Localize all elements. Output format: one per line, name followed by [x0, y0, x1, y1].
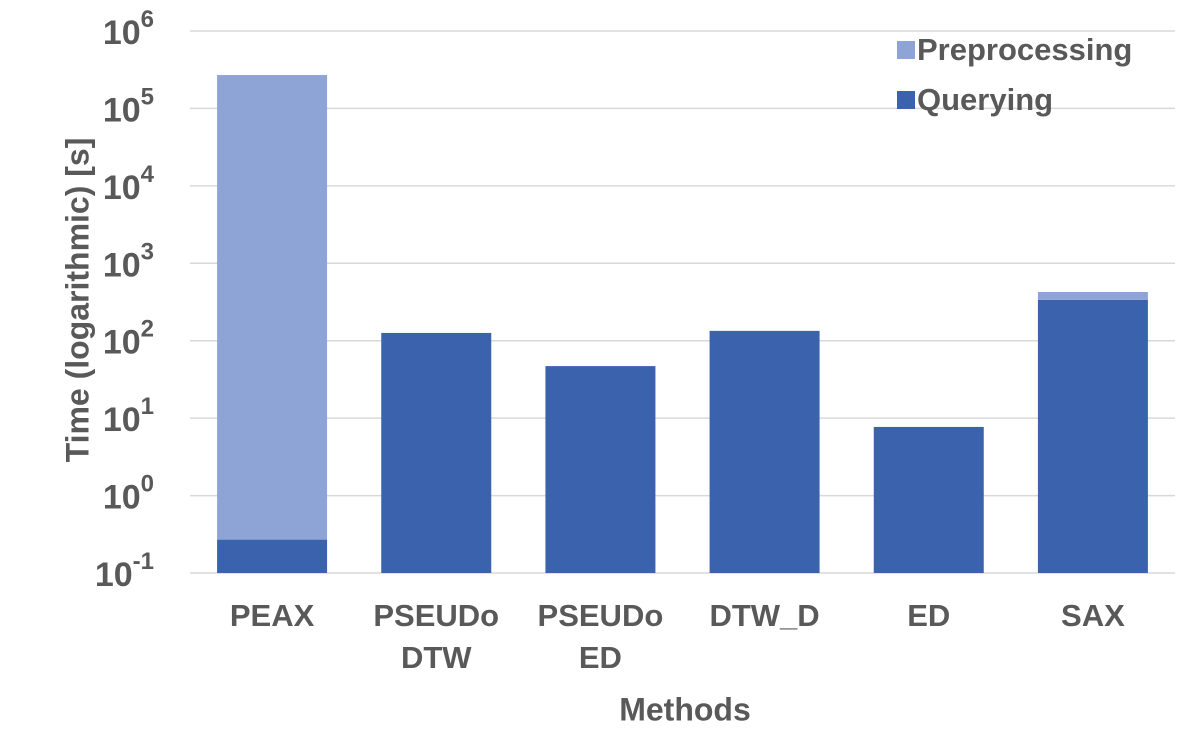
x-tick-label: PSEUDo DTW: [373, 598, 499, 675]
y-tick-base: 10: [95, 556, 133, 594]
x-tick-label: SAX: [1061, 598, 1125, 633]
x-tick-line: PEAX: [230, 598, 315, 633]
y-tick-exponent: 6: [141, 6, 154, 33]
legend-label: Querying: [917, 82, 1053, 117]
y-tick-exponent: 1: [141, 393, 154, 420]
y-tick-label: 105: [103, 84, 154, 130]
y-tick-base: 10: [103, 479, 141, 517]
x-tick-label: PEAX: [230, 598, 315, 633]
y-tick-exponent: -1: [133, 548, 154, 575]
x-tick-line: PSEUDo: [373, 598, 499, 633]
legend-swatch: [897, 91, 915, 109]
y-tick-base: 10: [103, 14, 141, 52]
y-tick-base: 10: [103, 169, 141, 207]
x-tick-label: DTW_D: [709, 598, 819, 633]
y-tick-base: 10: [103, 401, 141, 439]
bar-segment: [1037, 299, 1148, 573]
y-tick-label: 106: [103, 6, 154, 52]
bar-segment: [381, 332, 492, 573]
x-tick-label: ED: [907, 598, 950, 633]
y-tick-base: 10: [103, 246, 141, 284]
y-tick-base: 10: [103, 324, 141, 362]
y-tick-exponent: 5: [141, 84, 154, 111]
x-tick-line: ED: [579, 640, 622, 675]
bar-segment: [545, 366, 656, 573]
x-tick-line: ED: [907, 598, 950, 633]
y-tick-label: 102: [103, 316, 154, 362]
y-axis-title: Time (logarithmic) [s]: [59, 138, 95, 463]
y-tick-label: 103: [103, 239, 154, 285]
legend-label: Preprocessing: [917, 32, 1132, 67]
bar-segment: [709, 330, 820, 573]
x-tick-label: PSEUDo ED: [538, 598, 664, 675]
x-tick-line: PSEUDo: [538, 598, 664, 633]
x-tick-line: DTW_D: [709, 598, 819, 633]
y-tick-label: 101: [103, 393, 154, 439]
bar-segment: [217, 75, 328, 540]
bar-segment: [1037, 291, 1148, 300]
x-tick-line: SAX: [1061, 598, 1125, 633]
y-tick-exponent: 4: [141, 161, 155, 188]
x-tick-line: DTW: [401, 640, 472, 675]
y-tick-label: 104: [103, 161, 155, 207]
y-tick-exponent: 3: [141, 239, 154, 266]
legend-swatch: [897, 41, 915, 59]
bar-segment: [873, 426, 984, 573]
y-tick-base: 10: [103, 91, 141, 129]
bar-segment: [217, 539, 328, 573]
y-tick-label: 100: [103, 471, 154, 517]
y-tick-exponent: 2: [141, 316, 154, 343]
y-tick-label: 10-1: [95, 548, 154, 594]
y-tick-exponent: 0: [141, 471, 154, 498]
x-axis-title: Methods: [619, 691, 751, 727]
